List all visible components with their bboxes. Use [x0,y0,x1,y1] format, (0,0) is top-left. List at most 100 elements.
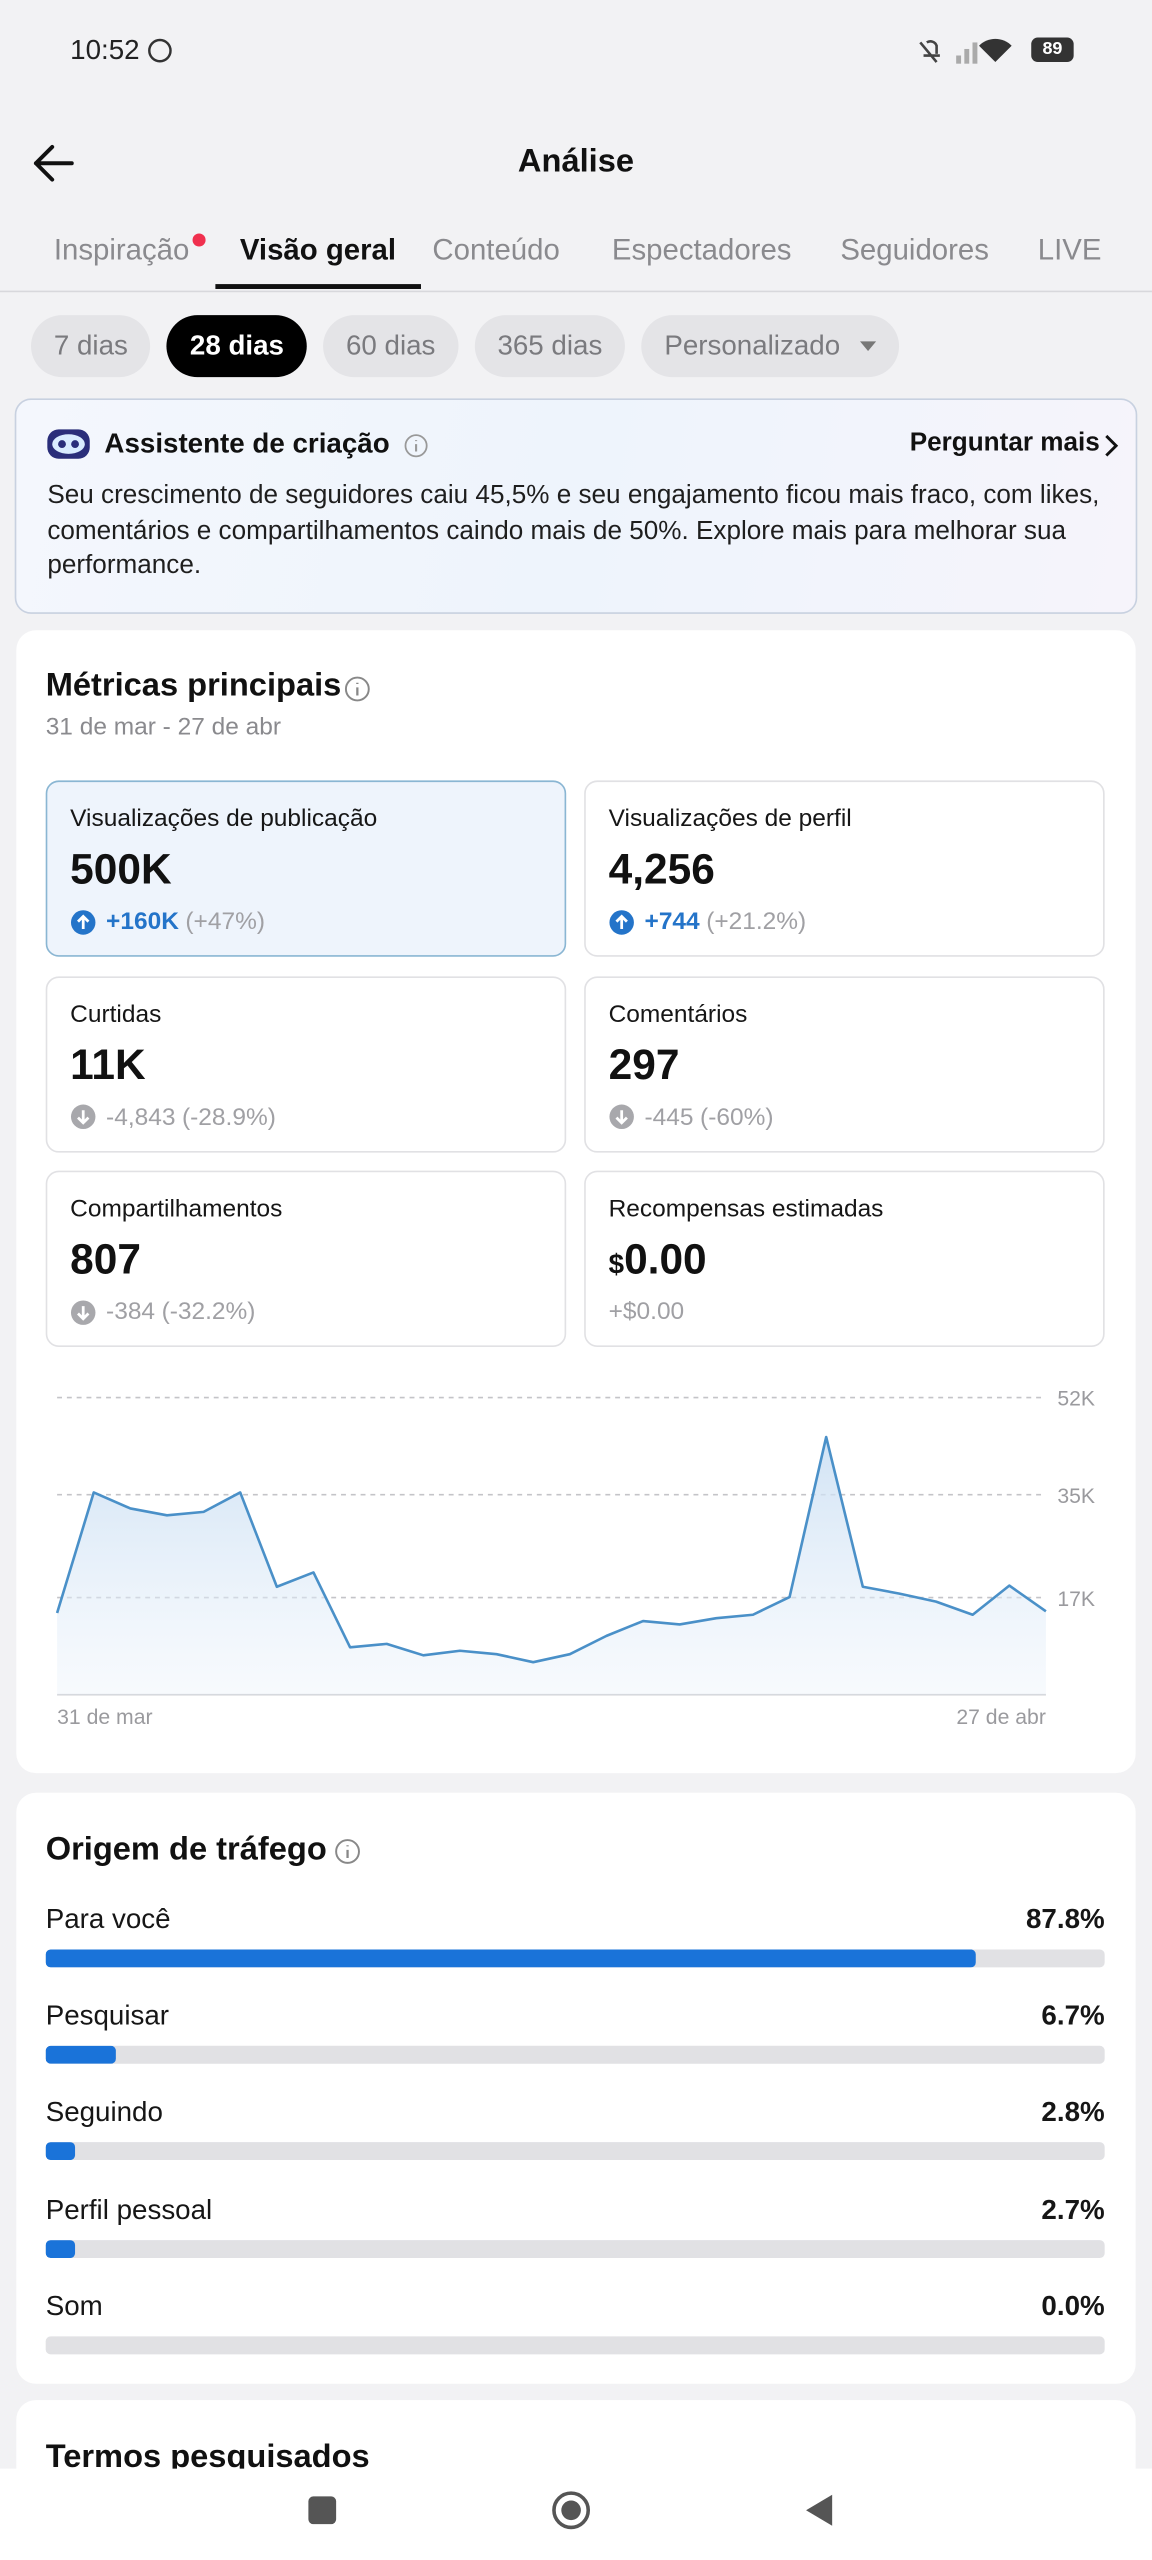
battery: 89 [1031,37,1074,63]
change-percent: (-32.2%) [161,1297,256,1326]
divider [0,290,1152,293]
metric-card[interactable]: Recompensas estimadas $0.00 +$0.00 [584,1170,1105,1347]
period-chip[interactable]: 60 dias [323,315,459,378]
metric-label: Compartilhamentos [70,1195,283,1223]
assistant-text: Seu crescimento de seguidores caiu 45,5%… [47,481,1100,580]
change-value: -384 [106,1297,156,1326]
info-icon[interactable] [403,433,429,459]
trend-icon [70,1104,96,1130]
traffic-bar [45,2239,75,2258]
tab[interactable]: Inspiração [53,233,190,267]
trend-icon [609,909,634,934]
chip-label: 365 dias [497,329,603,361]
metric-value: 807 [70,1234,141,1285]
traffic-value: 87.8% [1026,1903,1105,1935]
tab[interactable]: Visão geral [239,233,397,267]
period-chip[interactable]: 365 dias [474,315,626,378]
value-text: 297 [608,1039,680,1089]
trend-icon [70,909,96,934]
traffic-label: Som [45,2290,103,2322]
value-text: 807 [70,1234,141,1284]
metric-label: Curtidas [70,1000,162,1028]
metric-label: Visualizações de publicação [70,804,378,833]
metric-label: Comentários [608,1000,748,1028]
change-value: +160K [106,907,179,936]
chevron [1105,434,1119,457]
traffic-value: 6.7% [1041,2000,1105,2032]
trend-icon [70,1299,96,1325]
traffic-title: Origem de tráfego [45,1831,327,1868]
metric-card[interactable]: Visualizações de perfil 4,256 +744 (+21.2%) [584,780,1105,957]
value-text: 11K [70,1039,146,1089]
trend-icon [609,1104,634,1130]
status-icons [919,38,1012,64]
period-chip[interactable]: 28 dias [167,315,307,378]
traffic-track [45,2336,1105,2355]
metric-value: 500K [70,844,171,895]
chip-label: Personalizado [664,329,841,361]
metric-change: +$0.00 [609,1298,691,1326]
metric-change: -4,843 (-28.9%) [70,1103,276,1131]
metric-change: -384 (-32.2%) [70,1298,255,1326]
metric-value: 297 [609,1039,680,1090]
metrics-title: Métricas principais [45,667,342,704]
traffic-label: Para você [45,1903,171,1935]
traffic-track [45,2046,1105,2065]
notification-dot [192,233,206,247]
tab[interactable]: Seguidores [840,233,989,267]
metric-change: -445 (-60%) [609,1103,774,1131]
tab-underline [215,284,421,289]
value-text: 500K [70,844,172,894]
metric-card[interactable]: Compartilhamentos 807 -384 (-32.2%) [45,1170,567,1347]
home-dot [561,2500,581,2521]
traffic-label: Seguindo [45,2097,163,2129]
nav-buttons [308,2491,833,2530]
period-chip[interactable]: 7 dias [31,315,151,378]
metric-card[interactable]: Curtidas 11K -4,843 (-28.9%) [45,975,567,1152]
info-icon[interactable] [343,674,372,703]
traffic-value: 0.0% [1041,2290,1105,2322]
info-icon[interactable] [333,1837,362,1866]
currency: $ [608,1249,625,1281]
traffic-bar [45,2046,117,2065]
ask-more-button[interactable]: Perguntar mais [909,429,1100,458]
traffic-value: 2.8% [1041,2097,1105,2129]
back-nav-button[interactable] [806,2494,833,2526]
traffic-track [45,2239,1105,2258]
chip-label: 60 dias [345,329,436,361]
page-title: Análise [517,143,635,180]
metric-value: 4,256 [609,844,715,895]
metric-card[interactable]: Comentários 297 -445 (-60%) [584,975,1105,1152]
traffic-label: Pesquisar [45,2000,170,2032]
line [55,1435,1047,1664]
change-percent: (+21.2%) [706,907,807,936]
tab[interactable]: LIVE [1037,233,1102,267]
metric-label: Recompensas estimadas [608,1195,884,1223]
tab[interactable]: Conteúdo [432,233,560,267]
assistant-icon [47,429,90,459]
tab[interactable]: Espectadores [611,233,792,267]
whatsapp-icon [148,38,172,63]
change-percent: (-60%) [700,1102,774,1131]
recents-button[interactable] [308,2496,337,2525]
traffic-bar [45,1949,976,1968]
metric-value: 11K [70,1039,145,1090]
change-percent: (-28.9%) [182,1102,276,1131]
assistant-title: Assistente de criação [104,427,390,459]
home-button[interactable] [552,2491,591,2530]
y-tick-label: 35K [1057,1485,1095,1508]
back-button[interactable] [29,140,78,186]
metric-card[interactable]: Visualizações de publicação 500K +160K (+47… [45,780,567,957]
nav-bar [0,2468,1152,2560]
traffic-value: 2.7% [1041,2193,1105,2225]
change-value: +744 [644,907,700,936]
assistant-card: Assistente de criação Perguntar mais Seu… [14,398,1138,614]
traffic-label: Perfil pessoal [45,2193,213,2225]
period-chip[interactable]: Personalizado [641,315,899,378]
change-value: -445 [644,1102,694,1131]
traffic-bar [45,2142,76,2161]
change-value: +$0.00 [608,1297,685,1326]
traffic-card [16,1792,1136,2384]
y-tick-label: 52K [1057,1388,1095,1411]
